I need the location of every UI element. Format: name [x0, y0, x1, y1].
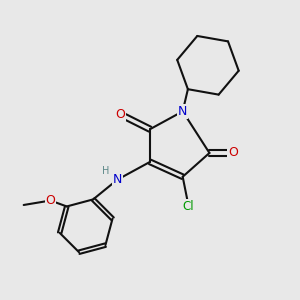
Text: O: O: [115, 108, 125, 121]
Text: O: O: [228, 146, 238, 160]
Text: H: H: [102, 166, 110, 176]
Text: Cl: Cl: [183, 200, 194, 213]
Text: N: N: [112, 173, 122, 186]
Text: O: O: [46, 194, 56, 207]
Text: N: N: [178, 105, 188, 118]
